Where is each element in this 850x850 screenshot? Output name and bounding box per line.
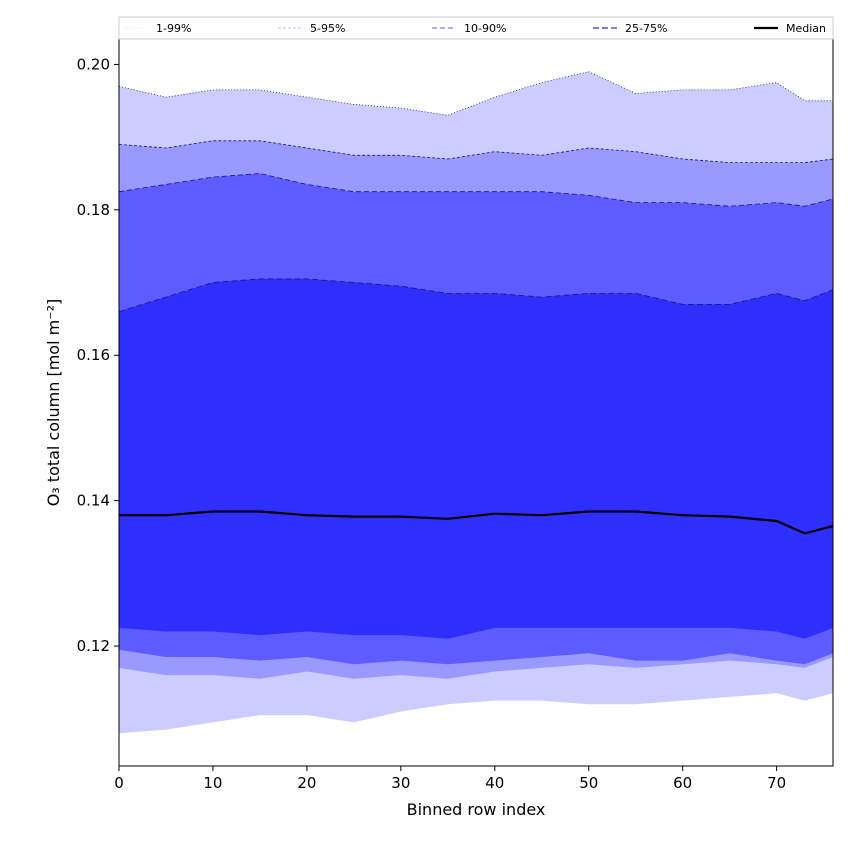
median-line-layer bbox=[119, 510, 834, 535]
legend-box bbox=[118, 16, 834, 40]
legend-label: 25-75% bbox=[625, 22, 667, 35]
x-tick-label: 0 bbox=[114, 774, 124, 792]
band-upper-edge bbox=[118, 278, 834, 312]
band-25-75pct bbox=[119, 278, 833, 639]
y-axis-label: O₃ total column [mol m⁻²] bbox=[44, 299, 63, 507]
band-upper-edge bbox=[118, 173, 834, 207]
legend-label: 10-90% bbox=[464, 22, 506, 35]
legend-label: Median bbox=[786, 22, 826, 35]
y-tick-label: 0.12 bbox=[77, 637, 110, 655]
legend-label: 1-99% bbox=[156, 22, 191, 35]
y-tick-label: 0.18 bbox=[77, 201, 110, 219]
x-tick-label: 50 bbox=[579, 774, 598, 792]
x-tick-label: 40 bbox=[485, 774, 504, 792]
x-tick-label: 70 bbox=[767, 774, 786, 792]
x-tick-label: 20 bbox=[297, 774, 316, 792]
median-line bbox=[119, 510, 834, 535]
axes: 0 10 20 30 40 50 60 70 0.12 0.14 0.16 0.18 0.20 bbox=[77, 38, 834, 792]
y-tick-label: 0.16 bbox=[77, 346, 110, 364]
legend-label: 5-95% bbox=[310, 22, 345, 35]
x-axis-label: Binned row index bbox=[407, 800, 546, 819]
y-tick-label: 0.20 bbox=[77, 55, 110, 73]
band-upper-edge bbox=[118, 140, 834, 164]
legend: 1-99% 5-95% 10-90% 25-75% Median bbox=[118, 16, 834, 40]
x-tick-label: 30 bbox=[391, 774, 410, 792]
percentile-bands bbox=[118, 71, 834, 734]
y-tick-label: 0.14 bbox=[77, 492, 110, 510]
x-tick-label: 10 bbox=[203, 774, 222, 792]
x-tick-label: 60 bbox=[673, 774, 692, 792]
